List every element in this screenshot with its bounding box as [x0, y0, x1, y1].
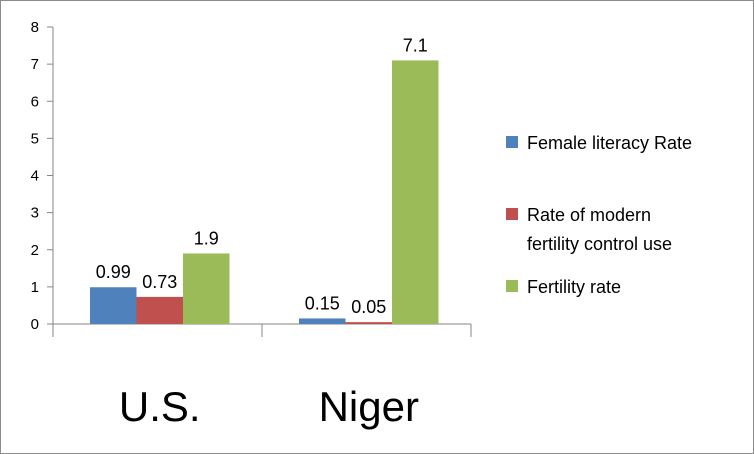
data-labels: 0.99 0.73 1.9 0.15 0.05 7.1 — [96, 35, 428, 317]
bar-1-niger — [299, 318, 346, 324]
legend-label: fertility control use — [527, 234, 672, 254]
data-label: 1.9 — [194, 228, 219, 248]
category-labels: U.S. Niger — [119, 383, 419, 430]
legend-swatch — [506, 136, 518, 148]
y-tick-label: 4 — [31, 168, 39, 185]
bar-2-u-s — [136, 296, 183, 324]
data-label: 0.15 — [305, 293, 340, 313]
data-label: 0.05 — [351, 297, 386, 317]
category-label: Niger — [319, 383, 419, 430]
y-tick-label: 3 — [31, 205, 39, 222]
y-tick-label: 1 — [31, 279, 39, 296]
legend-label: Female literacy Rate — [527, 133, 692, 153]
legend-label: Rate of modern — [527, 205, 651, 225]
y-tick-label: 7 — [31, 56, 39, 73]
category-label: U.S. — [119, 383, 201, 430]
legend-label: Fertility rate — [527, 277, 621, 297]
legend: Female literacy Rate Rate of modern fertil… — [506, 133, 692, 297]
bars — [90, 60, 439, 324]
data-label: 7.1 — [403, 35, 428, 55]
y-tick-label: 0 — [31, 316, 39, 333]
y-tick-label: 8 — [31, 19, 39, 36]
bar-1-u-s — [90, 287, 137, 324]
bar-3-niger — [392, 60, 439, 324]
legend-swatch — [506, 208, 518, 220]
bar-2-niger — [345, 322, 392, 324]
data-label: 0.73 — [142, 272, 177, 292]
y-tick-label: 2 — [31, 242, 39, 259]
data-label: 0.99 — [96, 262, 131, 282]
y-tick-label: 6 — [31, 93, 39, 110]
legend-swatch — [506, 280, 518, 292]
y-tick-label: 5 — [31, 130, 39, 147]
bar-3-u-s — [183, 253, 230, 324]
